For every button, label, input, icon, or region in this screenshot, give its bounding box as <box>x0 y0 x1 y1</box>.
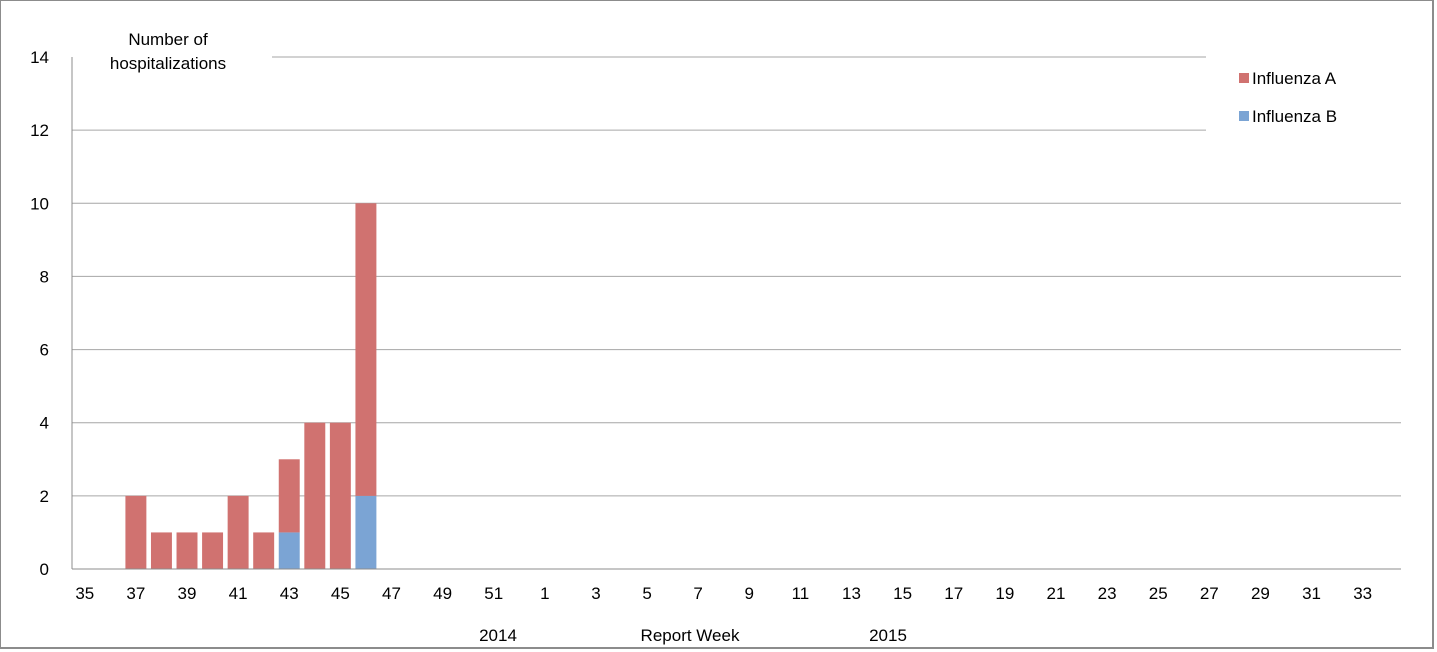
bar-influenza-a-week-41 <box>227 495 249 569</box>
x-tick-label-29: 29 <box>1251 584 1270 603</box>
bars <box>125 203 377 569</box>
x-axis-title: Report Week <box>641 626 740 645</box>
legend-label-influenza-a: Influenza A <box>1252 69 1337 88</box>
bar-influenza-b-week-43 <box>278 532 300 569</box>
x-tick-label-21: 21 <box>1047 584 1066 603</box>
x-tick-label-5: 5 <box>642 584 651 603</box>
y-tick-label-0: 0 <box>40 560 49 579</box>
y-tick-label-8: 8 <box>40 267 49 286</box>
x-tick-label-51: 51 <box>484 584 503 603</box>
bar-influenza-a-week-39 <box>176 532 198 569</box>
y-tick-label-6: 6 <box>40 341 49 360</box>
bar-influenza-a-week-42 <box>253 532 275 569</box>
x-tick-label-3: 3 <box>591 584 600 603</box>
x-tick-label-33: 33 <box>1353 584 1372 603</box>
legend-swatch-influenza-b <box>1239 111 1249 121</box>
year-label-2015: 2015 <box>869 626 907 645</box>
y-tick-label-14: 14 <box>30 48 49 67</box>
x-tick-label-27: 27 <box>1200 584 1219 603</box>
bar-influenza-b-week-46 <box>355 495 377 569</box>
x-tick-label-9: 9 <box>745 584 754 603</box>
x-tick-label-25: 25 <box>1149 584 1168 603</box>
x-tick-label-31: 31 <box>1302 584 1321 603</box>
bar-influenza-a-week-45 <box>329 422 351 569</box>
x-tick-label-45: 45 <box>331 584 350 603</box>
legend: Influenza A Influenza B <box>1239 69 1337 126</box>
x-tick-label-13: 13 <box>842 584 861 603</box>
x-tick-label-15: 15 <box>893 584 912 603</box>
x-tick-label-1: 1 <box>540 584 549 603</box>
x-tick-label-11: 11 <box>792 584 810 603</box>
gridlines <box>72 56 1401 497</box>
x-tick-label-17: 17 <box>944 584 963 603</box>
x-tick-label-49: 49 <box>433 584 452 603</box>
legend-swatch-influenza-a <box>1239 73 1249 83</box>
y-axis-title-line-2: hospitalizations <box>110 54 226 73</box>
x-tick-label-47: 47 <box>382 584 401 603</box>
year-label-2014: 2014 <box>479 626 517 645</box>
legend-label-influenza-b: Influenza B <box>1252 107 1337 126</box>
x-tick-label-39: 39 <box>178 584 197 603</box>
x-tick-label-37: 37 <box>126 584 145 603</box>
x-tick-label-41: 41 <box>229 584 248 603</box>
y-tick-label-4: 4 <box>40 414 49 433</box>
y-axis-title-line-1: Number of <box>128 30 208 49</box>
x-tick-labels: 35 37 39 41 43 45 47 49 51 1 3 5 7 9 11 13 15 17 19 21 23 25 2… <box>75 584 1372 603</box>
x-tick-label-35: 35 <box>75 584 94 603</box>
bar-influenza-a-week-38 <box>150 532 172 569</box>
y-tick-label-10: 10 <box>30 194 49 213</box>
x-tick-label-23: 23 <box>1098 584 1117 603</box>
bar-influenza-a-week-40 <box>202 532 224 569</box>
y-tick-label-2: 2 <box>40 487 49 506</box>
axes <box>71 57 1401 570</box>
bar-influenza-a-week-46 <box>355 203 377 496</box>
y-tick-labels: 0 2 4 6 8 10 12 14 <box>30 48 49 579</box>
bar-influenza-a-week-43 <box>278 459 300 533</box>
bar-influenza-a-week-37 <box>125 495 147 569</box>
x-tick-label-19: 19 <box>995 584 1014 603</box>
x-tick-label-43: 43 <box>280 584 299 603</box>
y-tick-label-12: 12 <box>30 121 49 140</box>
bar-influenza-a-week-44 <box>304 422 326 569</box>
x-tick-label-7: 7 <box>693 584 702 603</box>
